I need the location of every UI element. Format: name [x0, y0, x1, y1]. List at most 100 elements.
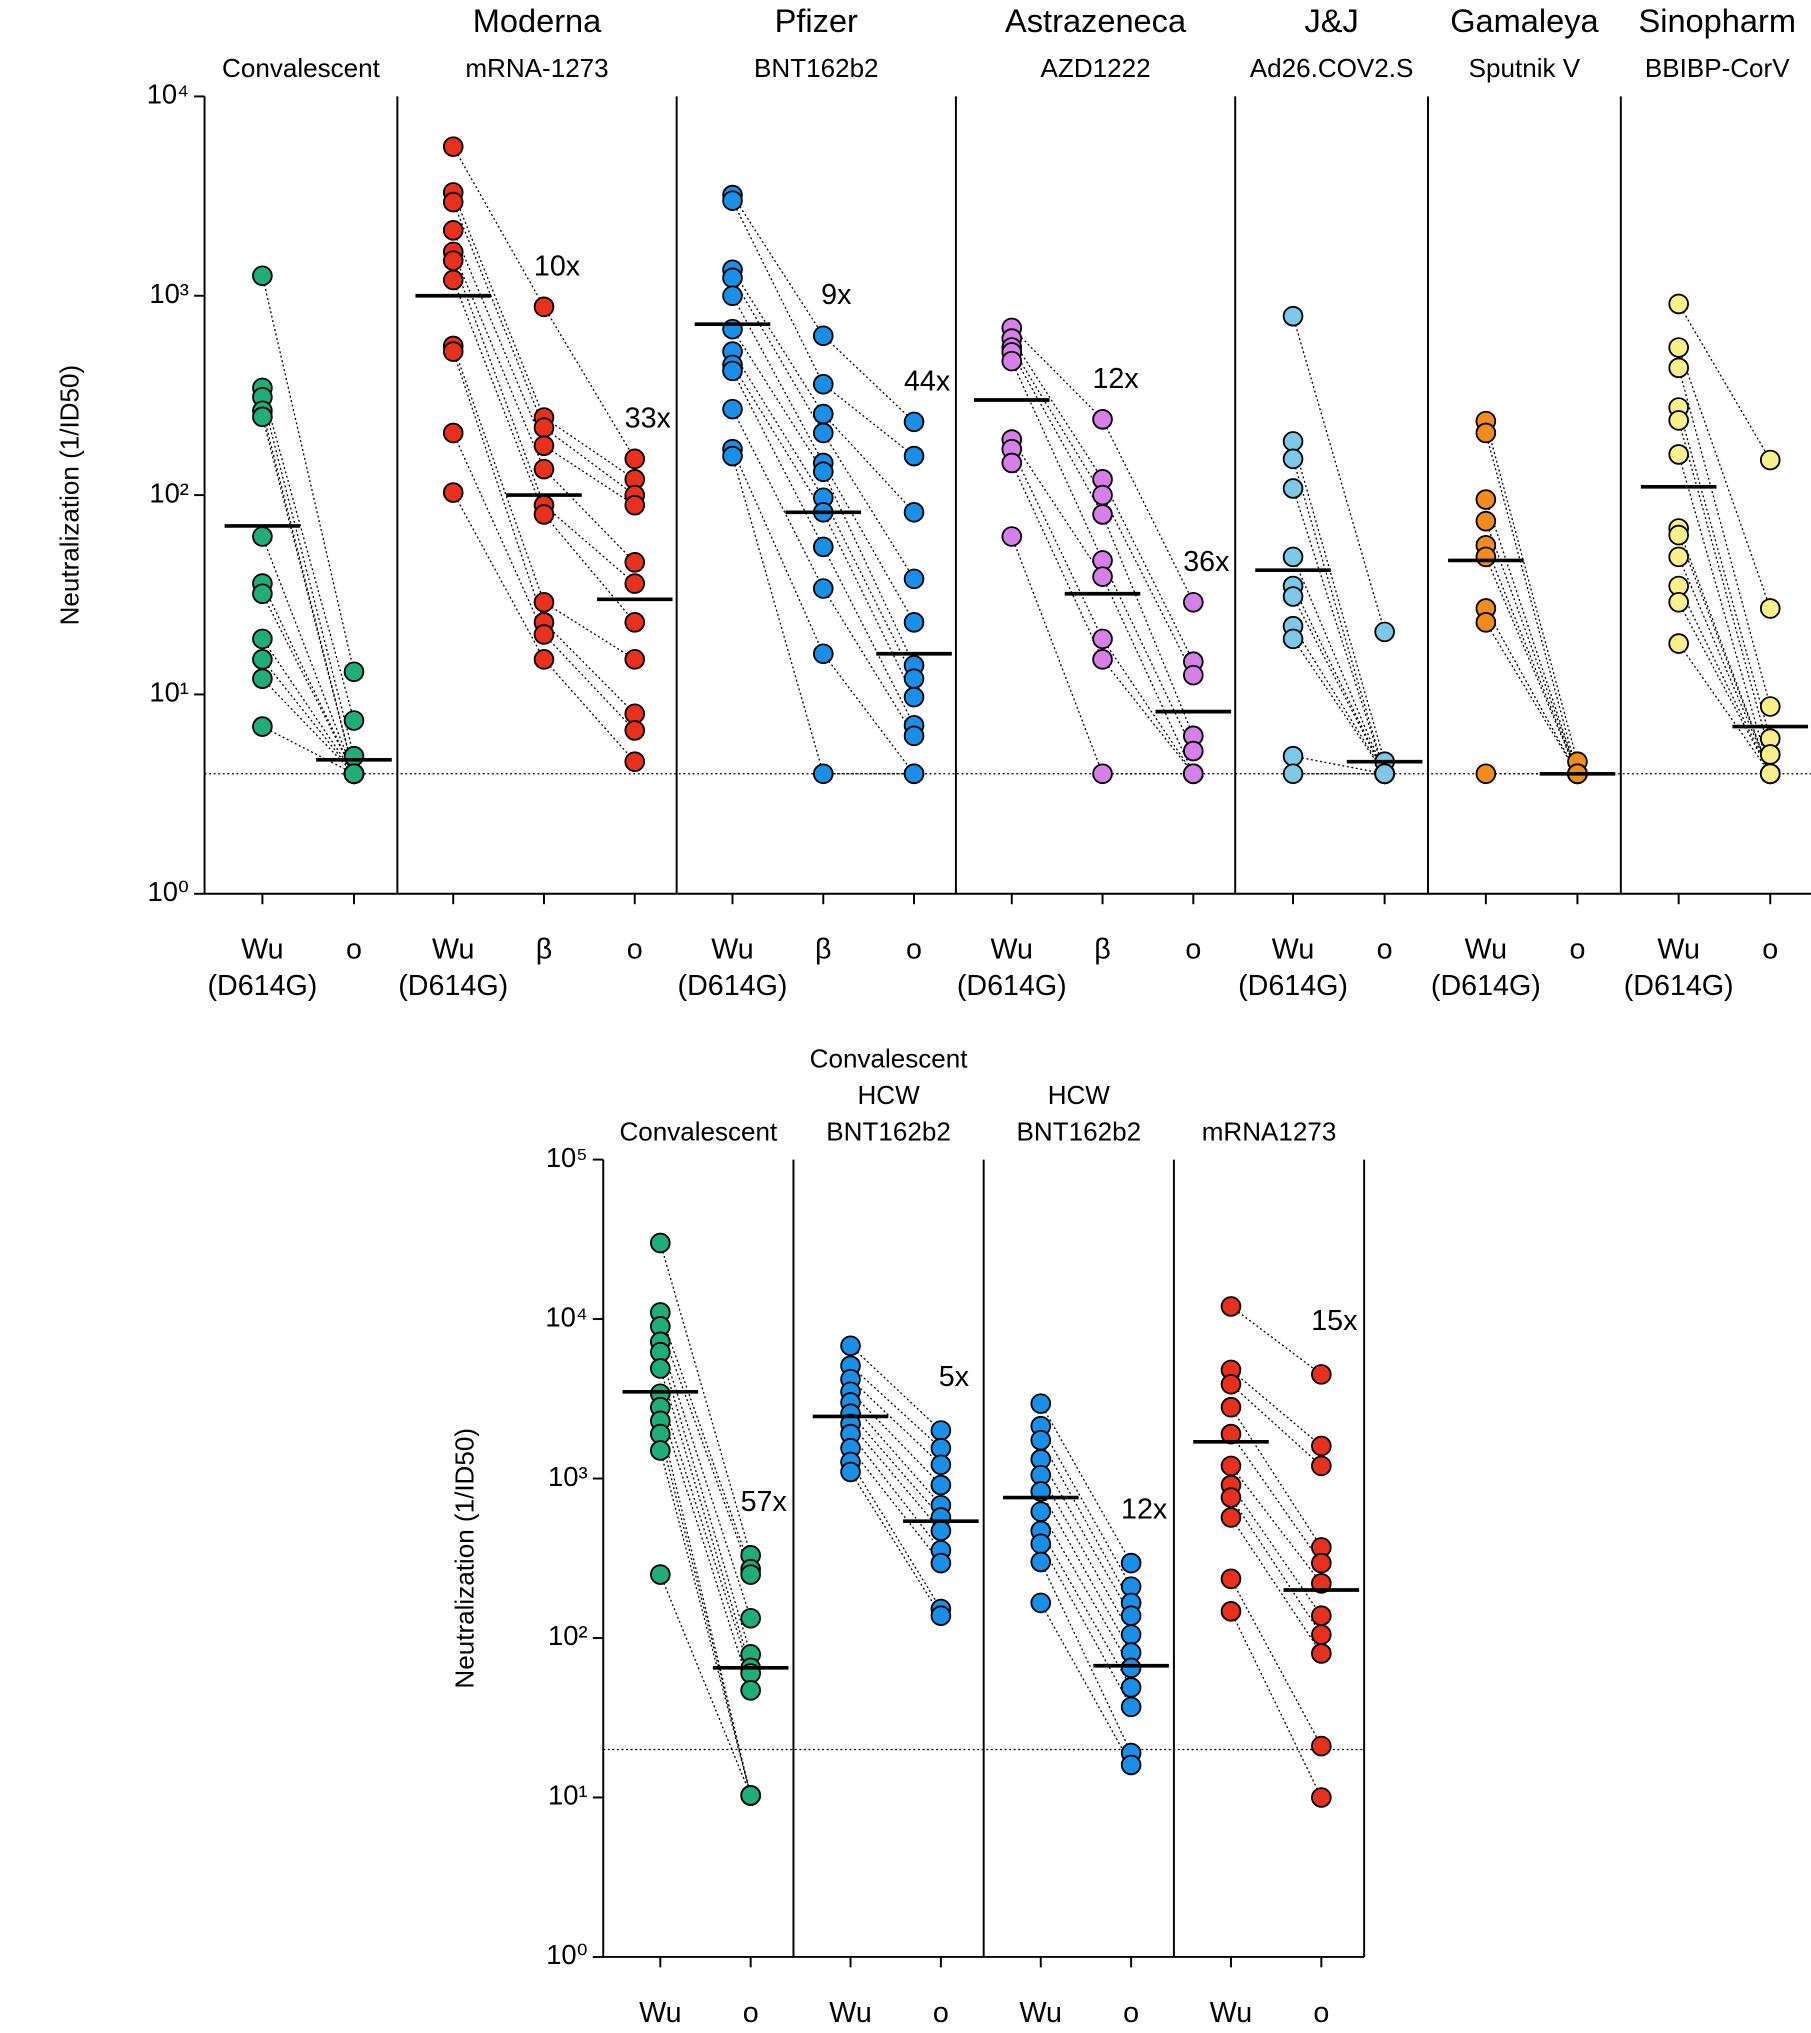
- data-point: [1092, 628, 1113, 650]
- data-point: [1311, 1735, 1332, 1757]
- data-point: [343, 745, 365, 767]
- data-point: [812, 422, 834, 444]
- pair-connector: [1485, 622, 1578, 775]
- data-point: [903, 445, 925, 467]
- data-point: [1092, 409, 1113, 430]
- fold-change: 10x: [534, 250, 581, 282]
- data-point: [1220, 1396, 1242, 1418]
- data-point: [903, 763, 925, 785]
- pair-connector: [659, 1242, 752, 1556]
- fold-change: 36x: [1183, 546, 1230, 578]
- pair-connector: [1040, 1530, 1132, 1688]
- pair-connector: [1292, 458, 1386, 774]
- pair-connector: [452, 201, 545, 428]
- data-point: [722, 190, 743, 211]
- data-point: [442, 422, 464, 444]
- panel-title: Moderna: [473, 3, 602, 39]
- pair-connector: [731, 200, 824, 385]
- x-tick-label: o: [1377, 934, 1393, 966]
- pair-connector: [1678, 407, 1771, 739]
- pair-connector: [1678, 601, 1771, 775]
- fold-change: 15x: [1311, 1305, 1358, 1337]
- pair-connector: [452, 192, 545, 418]
- data-point: [1374, 621, 1395, 643]
- x-tick-label: Wu: [432, 934, 474, 966]
- pair-connector: [731, 408, 824, 589]
- data-point: [252, 406, 273, 428]
- pair-connector: [731, 351, 824, 499]
- pair-connector: [1678, 454, 1771, 774]
- data-point: [1120, 1552, 1142, 1574]
- data-point: [1475, 422, 1497, 444]
- data-point: [903, 612, 925, 633]
- panel-title: Gamaleya: [1450, 3, 1599, 39]
- data-point: [1120, 1754, 1142, 1776]
- pair-connector: [1230, 1369, 1322, 1447]
- data-point: [1475, 612, 1497, 633]
- pair-connector: [1678, 643, 1771, 775]
- pair-connector: [1101, 514, 1194, 737]
- data-point: [1183, 740, 1204, 762]
- pair-connector: [1040, 1491, 1132, 1653]
- pair-connector: [1040, 1474, 1132, 1635]
- x-tick-note: (D614G): [957, 970, 1067, 1002]
- data-point: [903, 668, 925, 689]
- data-point: [624, 720, 646, 741]
- x-tick-label: o: [1762, 934, 1778, 966]
- data-point: [1120, 1657, 1142, 1679]
- pair-connector: [1485, 432, 1579, 774]
- data-point: [812, 536, 834, 558]
- pair-connector: [261, 678, 355, 775]
- pair-connector: [1011, 462, 1104, 660]
- pair-connector: [1230, 1383, 1322, 1467]
- x-tick-label: Wu: [1657, 934, 1699, 966]
- data-point: [812, 643, 834, 665]
- pair-connector: [452, 230, 545, 446]
- panel-title: mRNA1273: [1202, 1116, 1337, 1146]
- data-point: [903, 568, 925, 590]
- pair-connector: [849, 1471, 942, 1617]
- y-tick-label: 10¹: [548, 1780, 588, 1811]
- data-point: [1668, 633, 1689, 654]
- data-point: [1220, 1601, 1242, 1622]
- data-point: [442, 220, 464, 241]
- panel-title: HCW: [857, 1080, 920, 1110]
- panel-title: Astrazeneca: [1005, 3, 1187, 39]
- data-point: [903, 725, 925, 747]
- x-tick-label: o: [1569, 934, 1585, 966]
- x-tick-label: o: [743, 1997, 759, 2029]
- y-tick-label: 10²: [548, 1620, 588, 1651]
- pair-connector: [659, 1407, 752, 1691]
- pair-connector: [1292, 638, 1386, 775]
- panel-title: Convalescent: [222, 53, 381, 83]
- pair-connector: [1485, 420, 1579, 762]
- pair-connector: [822, 432, 915, 580]
- pair-connector: [1230, 1484, 1322, 1617]
- y-axis-label: Neutralization (1/ID50): [449, 1428, 479, 1689]
- data-point: [1220, 1507, 1242, 1528]
- data-point: [1220, 1296, 1242, 1317]
- fold-change: 5x: [939, 1361, 970, 1393]
- panel-title: Sputnik V: [1469, 53, 1581, 83]
- x-tick-label: Wu: [639, 1997, 681, 2029]
- pair-connector: [1011, 439, 1104, 577]
- pair-connector: [822, 588, 915, 737]
- pair-connector: [452, 432, 545, 635]
- pair-connector: [543, 514, 636, 623]
- pair-connector: [850, 1413, 942, 1518]
- data-point: [1282, 586, 1304, 607]
- pair-connector: [822, 546, 915, 726]
- y-tick-label: 10³: [149, 278, 189, 309]
- data-point: [1030, 1533, 1052, 1555]
- x-tick-label: Wu: [1020, 1997, 1062, 2029]
- pair-connector: [659, 1420, 752, 1796]
- pair-connector: [261, 410, 355, 774]
- data-point: [1311, 1624, 1332, 1645]
- pair-connector: [1678, 534, 1771, 775]
- pair-connector: [1485, 545, 1579, 775]
- data-point: [1092, 763, 1113, 785]
- pair-connector: [261, 658, 355, 775]
- pair-connector: [659, 1574, 752, 1796]
